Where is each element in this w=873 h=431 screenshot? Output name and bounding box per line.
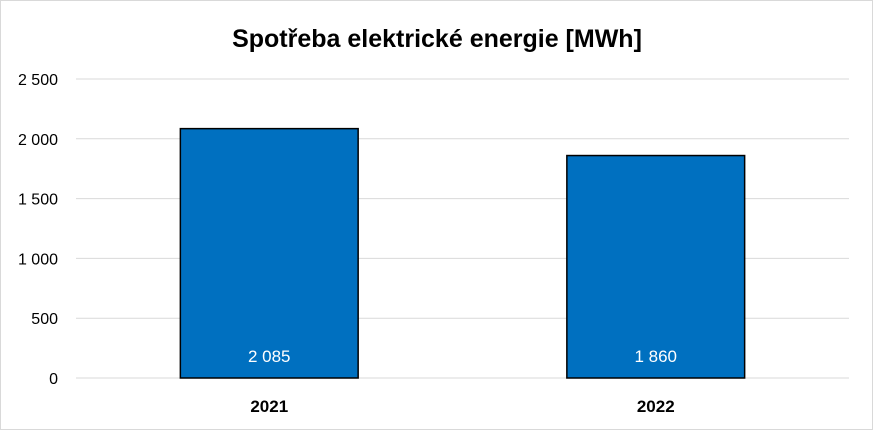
bars [179,127,746,379]
bar [566,154,746,379]
y-tick-label: 2 500 [18,72,58,89]
y-tick-label: 1 000 [18,251,58,268]
y-tick-label: 500 [31,311,58,328]
y-axis-tick-labels: 0 500 1 000 1 500 2 000 2 500 [18,72,58,388]
y-tick-label: 0 [49,371,58,388]
x-axis-category-labels: 2021 2022 [250,397,674,416]
bar [179,127,359,379]
data-label: 2 085 [248,347,291,366]
y-tick-label: 1 500 [18,192,58,209]
y-tick-label: 2 000 [18,132,58,149]
chart-title: Spotřeba elektrické energie [MWh] [232,25,642,53]
data-label: 1 860 [634,347,677,366]
x-category-label: 2021 [250,397,288,416]
data-labels: 2 085 1 860 [248,347,677,366]
x-category-label: 2022 [637,397,675,416]
